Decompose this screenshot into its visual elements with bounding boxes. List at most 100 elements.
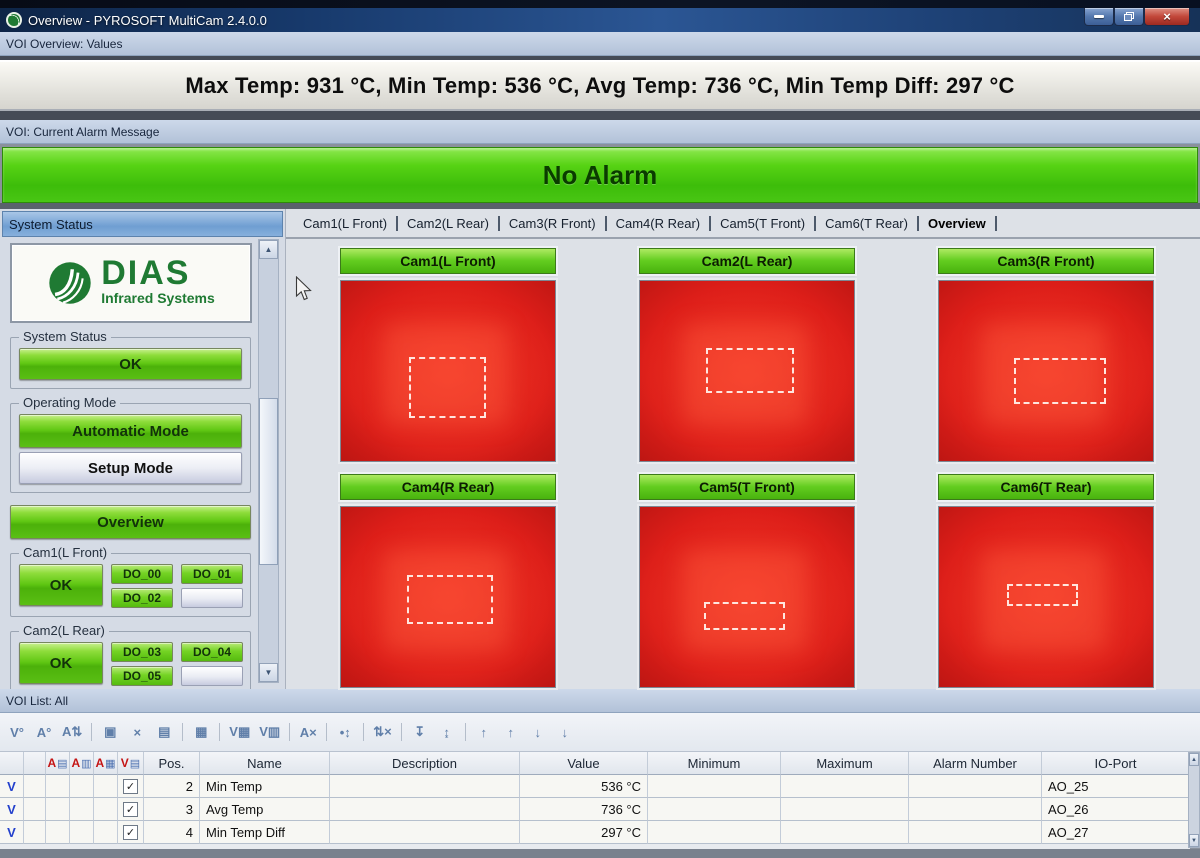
do-05-button[interactable]: DO_05 xyxy=(111,666,173,686)
camera-thermal-image[interactable] xyxy=(639,280,855,462)
voi-new-icon[interactable]: V° xyxy=(10,724,24,740)
alarm-sort-icon[interactable]: A⇅ xyxy=(62,724,83,739)
cell-io-port: AO_27 xyxy=(1042,821,1190,844)
main-area: System Status DIAS Infrared Systems xyxy=(0,203,1200,689)
checklist-icon[interactable]: ▤ xyxy=(158,724,171,739)
sort-clear-icon[interactable]: ⇅× xyxy=(373,724,392,739)
column-minimum[interactable]: Minimum xyxy=(648,752,781,775)
system-status-ok-button[interactable]: OK xyxy=(19,348,242,380)
cell-value: 536 °C xyxy=(520,775,648,798)
arrow-down-last-icon[interactable]: ↓ xyxy=(561,724,568,740)
do-00-button[interactable]: DO_00 xyxy=(111,564,173,584)
move-bottom-icon[interactable]: ↧ xyxy=(414,724,426,739)
toolbar-separator xyxy=(326,723,328,741)
dias-logo-subtitle: Infrared Systems xyxy=(101,289,215,306)
table-scroll-up-arrow[interactable]: ▲ xyxy=(1189,753,1199,766)
cell-alarm-number xyxy=(909,798,1042,821)
alarm-page-column-icon[interactable]: A ▥ xyxy=(70,752,94,775)
do-02-button[interactable]: DO_02 xyxy=(111,588,173,608)
roi-rectangle[interactable] xyxy=(1007,584,1078,607)
voi-grid-icon[interactable]: V▦ xyxy=(229,724,251,739)
tab-bar: Cam1(L Front) Cam2(L Rear) Cam3(R Front) Ca… xyxy=(286,209,1200,239)
automatic-mode-button[interactable]: Automatic Mode xyxy=(19,414,242,448)
dias-logo-icon xyxy=(49,262,91,304)
camera-title: Cam2(L Rear) xyxy=(701,253,793,269)
tab-cam6-t-rear[interactable]: Cam6(T Rear) xyxy=(825,215,908,231)
row-checkbox[interactable]: ✓ xyxy=(123,801,138,817)
do-04-button[interactable]: DO_04 xyxy=(181,642,243,662)
copy-icon[interactable]: ▣ xyxy=(104,724,117,739)
row-blank-cell xyxy=(24,775,46,798)
restore-button[interactable] xyxy=(1114,8,1144,26)
minimize-button[interactable] xyxy=(1084,8,1114,26)
caption-buttons: × xyxy=(1084,8,1190,26)
tab-cam2-l-rear[interactable]: Cam2(L Rear) xyxy=(407,215,489,231)
camera-thermal-image[interactable] xyxy=(639,506,855,688)
roi-rectangle[interactable] xyxy=(1013,358,1106,404)
arrow-up-first-icon[interactable]: ↑ xyxy=(480,724,487,740)
column-name[interactable]: Name xyxy=(200,752,330,775)
do-03-button[interactable]: DO_03 xyxy=(111,642,173,662)
column-pos[interactable]: Pos. xyxy=(144,752,200,775)
row-checkbox[interactable]: ✓ xyxy=(123,824,138,840)
tab-overview[interactable]: Overview xyxy=(927,215,986,231)
voi-visible-column-icon[interactable]: V ▤ xyxy=(118,752,144,775)
tab-cam4-r-rear[interactable]: Cam4(R Rear) xyxy=(615,215,701,231)
do-01-button[interactable]: DO_01 xyxy=(181,564,243,584)
voi-table-icon[interactable]: V▥ xyxy=(259,724,281,739)
tab-cam1-l-front[interactable]: Cam1(L Front) xyxy=(303,215,388,231)
setup-mode-button[interactable]: Setup Mode xyxy=(19,452,242,484)
roi-rectangle[interactable] xyxy=(409,356,487,419)
table-scrollbar[interactable]: ▲ ▼ xyxy=(1188,752,1200,848)
camera-thermal-image[interactable] xyxy=(938,506,1154,688)
roi-rectangle[interactable] xyxy=(706,347,794,393)
table-scroll-down-arrow[interactable]: ▼ xyxy=(1189,834,1199,847)
column-maximum[interactable]: Maximum xyxy=(781,752,909,775)
roi-rectangle[interactable] xyxy=(704,602,786,630)
camera-thermal-image[interactable] xyxy=(938,280,1154,462)
alarm-save-column-icon[interactable]: A ▤ xyxy=(46,752,70,775)
table-row[interactable]: V ✓ 3 Avg Temp 736 °C AO_26 xyxy=(0,798,1190,821)
window-title: Overview - PYROSOFT MultiCam 2.4.0.0 xyxy=(28,12,267,28)
move-updown-icon[interactable]: •↕ xyxy=(339,724,351,740)
column-value[interactable]: Value xyxy=(520,752,648,775)
alarm-new-icon[interactable]: A° xyxy=(36,724,52,740)
delete-icon[interactable]: × xyxy=(133,724,142,740)
scrollbar-thumb[interactable] xyxy=(259,398,278,565)
camera-panel-5: Cam5(T Front) xyxy=(637,472,857,688)
span-updown-icon[interactable]: ↨ xyxy=(443,724,450,740)
column-io-port[interactable]: IO-Port xyxy=(1042,752,1190,775)
roi-rectangle[interactable] xyxy=(407,575,493,625)
window-bottom-edge xyxy=(0,849,1200,858)
camera-header: Cam5(T Front) xyxy=(639,474,855,500)
column-alarm-number[interactable]: Alarm Number xyxy=(909,752,1042,775)
tab-cam3-r-front[interactable]: Cam3(R Front) xyxy=(508,215,596,231)
window-layout-icon[interactable]: ▦ xyxy=(195,724,208,739)
do-blank-button[interactable] xyxy=(181,588,243,608)
arrow-down-icon[interactable]: ↓ xyxy=(534,724,541,740)
camera-thermal-image[interactable] xyxy=(340,280,556,462)
tab-cam5-t-front[interactable]: Cam5(T Front) xyxy=(720,215,806,231)
tab-separator xyxy=(916,215,919,231)
cell-description xyxy=(330,798,520,821)
camera-thermal-image[interactable] xyxy=(340,506,556,688)
do-blank-button[interactable] xyxy=(181,666,243,686)
cam1-ok-button[interactable]: OK xyxy=(19,564,103,606)
sidebar-scrollbar[interactable]: ▲ ▼ xyxy=(258,239,279,683)
table-row[interactable]: V ✓ 2 Min Temp 536 °C AO_25 xyxy=(0,775,1190,798)
cell-value: 297 °C xyxy=(520,821,648,844)
table-row[interactable]: V ✓ 4 Min Temp Diff 297 °C AO_27 xyxy=(0,821,1190,844)
row-blank-cell xyxy=(24,798,46,821)
row-checkbox[interactable]: ✓ xyxy=(123,778,138,794)
alarm-table-column-icon[interactable]: A ▦ xyxy=(94,752,118,775)
voi-alarm-label: VOI: Current Alarm Message xyxy=(6,124,160,139)
arrow-up-icon[interactable]: ↑ xyxy=(507,724,514,740)
alarm-clear-icon[interactable]: A× xyxy=(299,724,317,740)
close-button[interactable]: × xyxy=(1144,8,1190,26)
cam2-ok-button[interactable]: OK xyxy=(19,642,103,684)
scroll-up-arrow[interactable]: ▲ xyxy=(259,240,278,259)
column-description[interactable]: Description xyxy=(330,752,520,775)
title-bar[interactable]: Overview - PYROSOFT MultiCam 2.4.0.0 × xyxy=(0,8,1200,32)
scroll-down-arrow[interactable]: ▼ xyxy=(259,663,278,682)
overview-button[interactable]: Overview xyxy=(10,505,251,539)
